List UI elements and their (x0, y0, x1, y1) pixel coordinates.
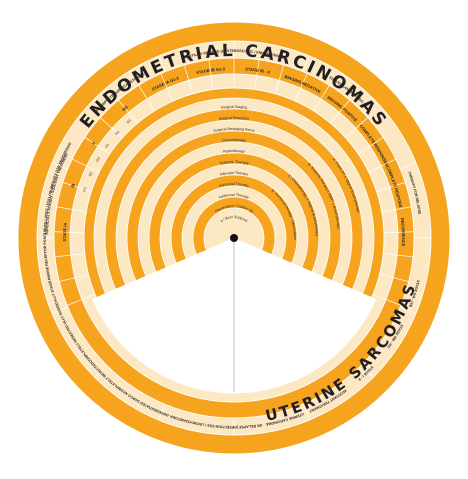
section-spoke (158, 55, 166, 72)
stage-header-label: STAGE IB G1-3 (196, 66, 226, 75)
stage-short-label: G1 (82, 187, 87, 193)
spoke-layer (37, 41, 431, 435)
treatment-arc-label: Radiotherapy (223, 149, 245, 154)
stage-spoke (383, 231, 414, 234)
treatment-arc-label: Hormonal Therapy (219, 182, 250, 188)
stage-spoke (54, 231, 85, 234)
stage-spoke (372, 293, 402, 306)
stage-spoke (379, 273, 409, 282)
stage-spoke (376, 182, 406, 192)
section-spoke (51, 162, 68, 170)
stage-header-label: IIIA (121, 104, 129, 112)
stage-spoke (56, 206, 87, 213)
treatment-arc-label: Adjuvant Therapy (219, 171, 248, 177)
stage-short-label: G3 (95, 156, 101, 162)
stage-spoke (99, 117, 123, 138)
stage-spoke (358, 137, 384, 155)
section-spoke (400, 306, 417, 314)
stage-spoke (208, 59, 214, 90)
stage-short-label: G1 (104, 143, 110, 149)
section-spoke (158, 404, 166, 421)
stage-spoke (368, 158, 396, 173)
stage-header-label: STAGE IB - II (245, 66, 270, 74)
stage-spoke (313, 85, 330, 111)
stage-spoke (62, 182, 92, 192)
stage-spoke (330, 99, 350, 124)
stage-spoke (84, 137, 110, 155)
stage-spoke (294, 73, 308, 102)
stage-spoke (184, 64, 193, 94)
treatment-arc-label: Surgical Restaging Pelvic (213, 127, 255, 133)
stage-spoke (138, 85, 155, 111)
stage-spoke (345, 117, 369, 138)
section-spoke (302, 404, 310, 421)
section-spoke (361, 98, 374, 111)
section-spoke (51, 306, 68, 314)
section-spoke (361, 365, 374, 378)
section-spoke (94, 365, 107, 378)
stage-spoke (66, 293, 96, 306)
treatment-arc-label: Systemic Therapy (219, 160, 249, 165)
treatment-arc-label: Additional Therapy (218, 193, 250, 200)
stage-spoke (254, 59, 260, 90)
stage-short-label: G3 (126, 118, 132, 124)
section-spoke (94, 98, 107, 111)
stage-spoke (118, 99, 138, 124)
stage-header-label: STAGE IA (62, 222, 68, 241)
treatment-arc-label: Surgical Staging (221, 105, 248, 110)
center-pivot[interactable] (230, 234, 238, 242)
stage-spoke (275, 64, 284, 94)
stage-spoke (160, 73, 174, 102)
stage-spoke (54, 253, 85, 258)
stage-spoke (59, 273, 89, 282)
stage-spoke (383, 253, 414, 258)
stage-header-label: IB (70, 183, 76, 188)
stage-spoke (381, 206, 412, 213)
stage-spoke (72, 158, 100, 173)
stage-short-label: G2 (114, 130, 120, 136)
stage-header-label: RECURRENCE (400, 218, 406, 247)
stage-short-label: G2 (88, 171, 94, 177)
band-divider (17, 21, 451, 455)
treatment-arc-label: Surgical Resection (219, 116, 250, 121)
treatment-arc-label: Chemotherapy (222, 138, 246, 143)
section-spoke (302, 55, 310, 72)
section-spoke (400, 162, 417, 170)
